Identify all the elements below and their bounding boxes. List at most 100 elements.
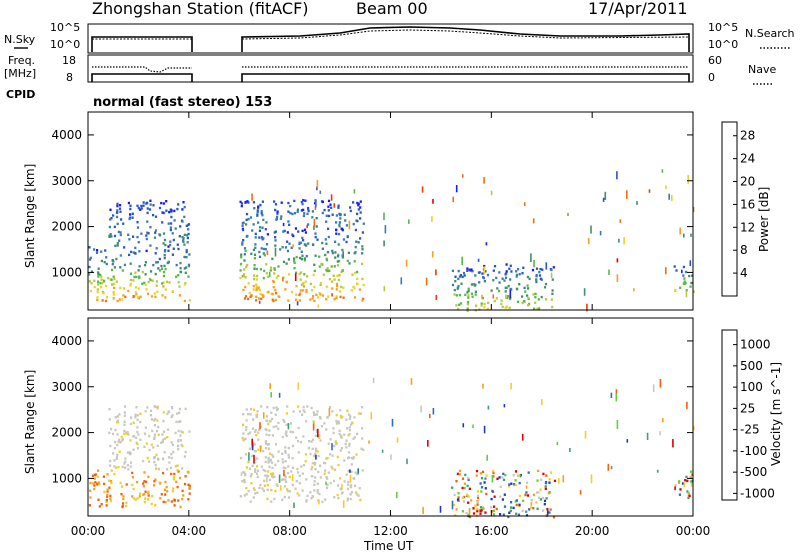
scatter-cell bbox=[291, 233, 294, 236]
scatter-cell bbox=[173, 499, 176, 502]
scatter-cell bbox=[534, 292, 537, 296]
x-tick-label: 16:00 bbox=[474, 524, 509, 538]
scatter-cell bbox=[302, 239, 305, 242]
scatter-cell bbox=[472, 512, 476, 515]
scatter-cell bbox=[502, 472, 505, 476]
scatter-cell bbox=[518, 273, 521, 276]
scatter-cell bbox=[674, 288, 677, 292]
scatter-cell bbox=[357, 204, 360, 207]
scatter-cell bbox=[187, 232, 190, 236]
scatter-cell bbox=[145, 442, 148, 445]
scatter-cell bbox=[177, 448, 180, 451]
scatter-cell bbox=[124, 460, 127, 463]
scatter-cell bbox=[285, 430, 288, 433]
scatter-cell bbox=[123, 246, 126, 249]
scatter-cell bbox=[336, 493, 339, 497]
scatter-cell bbox=[311, 243, 315, 246]
scatter-cell bbox=[316, 410, 319, 413]
scatter-cell bbox=[316, 489, 319, 492]
scatter-cell bbox=[503, 404, 506, 408]
scatter-cell bbox=[250, 252, 253, 255]
scatter-cell bbox=[487, 405, 490, 410]
scatter-cell bbox=[526, 275, 529, 279]
scatter-cell bbox=[245, 493, 248, 496]
scatter-cell bbox=[509, 509, 512, 513]
scatter-cell bbox=[336, 274, 339, 277]
scatter-cell bbox=[610, 392, 613, 398]
scatter-cell bbox=[464, 293, 467, 296]
scatter-cell bbox=[521, 509, 524, 512]
scatter-cell bbox=[139, 208, 142, 211]
scatter-cell bbox=[356, 277, 359, 280]
scatter-cell bbox=[187, 265, 190, 268]
scatter-cell bbox=[280, 215, 283, 218]
scatter-cell bbox=[305, 420, 308, 423]
scatter-cell bbox=[648, 189, 651, 193]
scatter-cell bbox=[690, 480, 693, 483]
scatter-cell bbox=[348, 413, 351, 416]
scatter-cell bbox=[113, 234, 117, 238]
scatter-cell bbox=[97, 481, 100, 484]
scatter-cell bbox=[289, 211, 292, 215]
scatter-cell bbox=[602, 197, 605, 202]
scatter-cell bbox=[265, 419, 268, 423]
scatter-cell bbox=[88, 246, 91, 249]
scatter-cell bbox=[279, 217, 282, 220]
scatter-cell bbox=[342, 296, 345, 299]
scatter-cell bbox=[284, 475, 287, 479]
scatter-cell bbox=[241, 243, 244, 246]
scatter-cell bbox=[537, 491, 540, 494]
scatter-cell bbox=[287, 210, 290, 213]
scatter-cell bbox=[110, 427, 113, 431]
scatter-cell bbox=[463, 482, 466, 485]
colorbar-tick-label: 4 bbox=[740, 266, 748, 280]
scatter-cell bbox=[332, 479, 336, 483]
scatter-cell bbox=[518, 494, 522, 498]
noise-tick-left-bottom: 10^0 bbox=[50, 38, 80, 51]
scatter-cell bbox=[509, 264, 512, 267]
scatter-cell bbox=[248, 431, 252, 434]
scatter-cell bbox=[336, 255, 340, 258]
scatter-cell bbox=[119, 266, 122, 269]
scatter-cell bbox=[313, 225, 315, 230]
nsearch-label: N.Search bbox=[745, 27, 795, 40]
scatter-cell bbox=[258, 226, 262, 229]
scatter-cell bbox=[521, 301, 524, 305]
scatter-cell bbox=[242, 423, 245, 426]
scatter-cell bbox=[145, 288, 148, 291]
scatter-cell bbox=[348, 433, 351, 436]
scatter-cell bbox=[255, 465, 259, 468]
scatter-cell bbox=[131, 216, 134, 219]
scatter-cell bbox=[302, 282, 305, 285]
scatter-cell bbox=[431, 251, 434, 258]
scatter-cell bbox=[469, 515, 472, 519]
scatter-cell bbox=[277, 421, 280, 425]
scatter-cell bbox=[679, 488, 682, 491]
scatter-cell bbox=[255, 299, 258, 302]
scatter-cell bbox=[693, 426, 695, 431]
scatter-cell bbox=[150, 295, 154, 298]
scatter-cell bbox=[115, 215, 119, 219]
scatter-cell bbox=[243, 480, 246, 484]
scatter-cell bbox=[299, 271, 303, 274]
scatter-cell bbox=[154, 478, 157, 481]
scatter-cell bbox=[274, 413, 277, 416]
scatter-cell bbox=[137, 433, 140, 436]
scatter-cell bbox=[410, 378, 413, 385]
scatter-cell bbox=[138, 492, 142, 495]
scatter-cell bbox=[305, 289, 308, 292]
scatter-cell bbox=[339, 409, 342, 412]
scatter-cell bbox=[255, 267, 258, 271]
scatter-cell bbox=[457, 277, 460, 281]
scatter-cell bbox=[264, 456, 267, 459]
scatter-cell bbox=[325, 214, 328, 217]
scatter-cell bbox=[267, 470, 270, 473]
scatter-cell bbox=[292, 410, 295, 413]
scatter-cell bbox=[184, 475, 187, 478]
scatter-cell bbox=[298, 247, 301, 250]
scatter-cell bbox=[466, 267, 469, 270]
scatter-cell bbox=[685, 289, 688, 292]
scatter-cell bbox=[300, 200, 303, 204]
scatter-cell bbox=[112, 297, 115, 300]
